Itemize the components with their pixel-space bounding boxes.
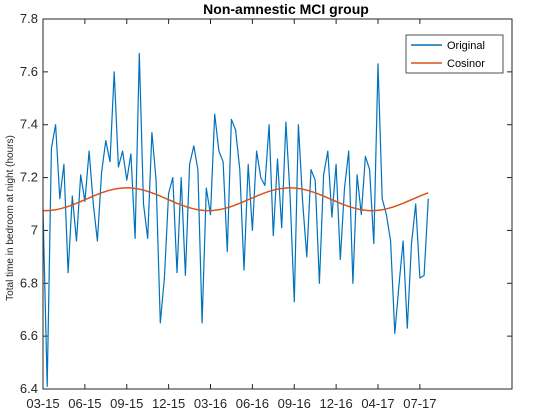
legend-label-cosinor: Cosinor (447, 58, 485, 70)
x-tick-label: 09-16 (278, 396, 311, 411)
y-tick-label: 7.2 (20, 170, 38, 185)
series-line-original (42, 52, 429, 387)
x-tick-label: 03-16 (194, 396, 227, 411)
x-tick-label: 07-17 (403, 396, 436, 411)
y-tick-label: 7.4 (20, 117, 38, 132)
x-tick-label: 12-16 (320, 396, 353, 411)
series-line-cosinor (43, 187, 429, 212)
legend-box (405, 34, 504, 74)
y-tick-label: 7.6 (20, 64, 38, 79)
plot-frame (42, 18, 513, 390)
y-tick-label: 6.4 (20, 381, 38, 396)
y-tick-label: 6.8 (20, 275, 38, 290)
legend-label-original: Original (447, 40, 485, 52)
legend: Original Cosinor (405, 34, 504, 74)
y-axis-label: Total time in bedroom at night (hours) (5, 135, 16, 301)
x-tick-label: 12-15 (152, 396, 185, 411)
x-tick-label: 03-15 (26, 396, 59, 411)
x-tick-label: 09-15 (110, 396, 143, 411)
x-tick-label: 04-17 (361, 396, 394, 411)
chart-title: Non-amnestic MCI group (203, 1, 369, 17)
y-tick-label: 7.8 (20, 11, 38, 26)
plot-area (43, 19, 512, 389)
x-tick-label: 06-15 (68, 396, 101, 411)
tick-labels: 6.4 6.6 6.8 7 7.2 7.4 7.6 7.8 03-15 06-15 09-15 12-… (20, 11, 437, 411)
y-tick-label: 6.6 (20, 328, 38, 343)
series-layer (42, 52, 429, 387)
x-tick-label: 06-16 (236, 396, 269, 411)
y-tick-label: 7 (31, 222, 38, 237)
